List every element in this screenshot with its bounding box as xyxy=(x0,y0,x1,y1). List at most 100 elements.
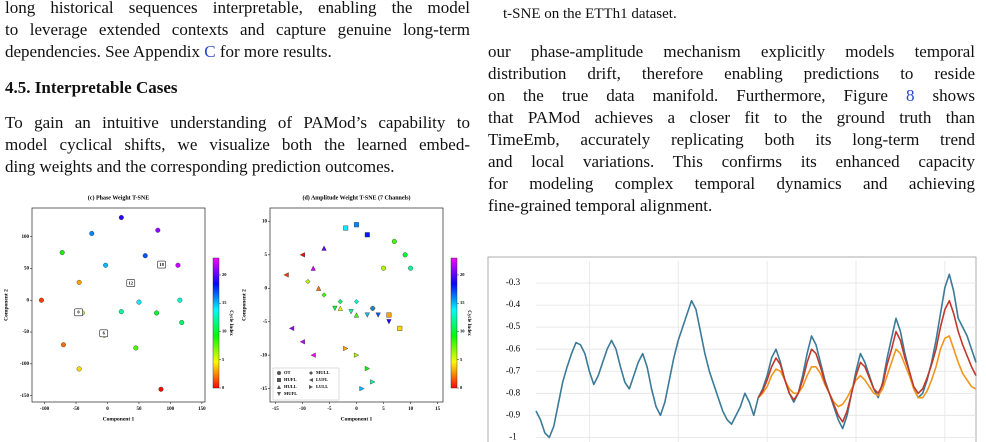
point xyxy=(89,230,95,236)
x-tick-label: -5 xyxy=(327,407,332,412)
plot-frame xyxy=(31,207,206,403)
point xyxy=(310,265,316,271)
x-tick-label: 15 xyxy=(435,407,441,412)
point xyxy=(38,297,44,303)
colorbar-tick-label: 15 xyxy=(222,300,227,305)
point xyxy=(375,312,381,318)
point xyxy=(353,312,360,318)
point xyxy=(370,305,376,311)
colorbar-tick-label: 15 xyxy=(460,300,465,305)
annotation-label: 6 xyxy=(103,331,106,336)
x-axis-label: Component 1 xyxy=(341,416,373,422)
colorbar-tick-label: 5 xyxy=(460,357,463,362)
point xyxy=(76,366,82,372)
point xyxy=(118,215,124,221)
point xyxy=(103,262,109,268)
figure-caption: t-SNE on the ETTh1 dataset. xyxy=(503,6,677,22)
x-axis-label: Component 1 xyxy=(103,416,135,422)
text-line: ding weights and the corresponding predi… xyxy=(5,157,395,176)
point xyxy=(316,285,322,291)
y-tick-label: -0.5 xyxy=(506,321,521,331)
point xyxy=(381,265,387,271)
y-tick-label: -0.6 xyxy=(506,343,521,353)
point xyxy=(321,245,327,251)
point xyxy=(175,262,181,268)
point xyxy=(354,222,359,228)
point xyxy=(155,227,161,233)
text-segment: for more results. xyxy=(215,42,332,61)
point xyxy=(142,253,148,259)
point xyxy=(353,299,360,305)
prediction-figure: -0.3 -0.4 -0.5 -0.6 -0.7 -0.8 -0.9 -1 xyxy=(487,256,977,442)
colorbar-tick-label: 20 xyxy=(460,272,465,277)
legend-label: LULL xyxy=(316,384,328,389)
point xyxy=(364,312,370,318)
legend-marker xyxy=(277,385,281,389)
x-tick-label: -10 xyxy=(299,407,306,412)
x-tick-label: -100 xyxy=(40,407,50,412)
point xyxy=(386,312,392,318)
colorbar xyxy=(212,257,220,389)
y-tick-label: 0 xyxy=(265,286,268,291)
point xyxy=(386,319,392,325)
reference-link[interactable]: C xyxy=(204,42,216,61)
y-tick-label: 0 xyxy=(27,298,30,303)
point xyxy=(299,339,305,345)
text-segment: shows xyxy=(914,86,975,105)
amplitude-tsne-figure: (d) Amplitude Weight T-SNE (7 Channels) -… xyxy=(241,194,471,422)
colorbar-tick-label: 0 xyxy=(222,385,225,390)
text-line: model cyclical shifts, we visualize both… xyxy=(5,135,470,154)
legend-label: MUFL xyxy=(284,391,297,396)
y-axis-label: Component 2 xyxy=(241,289,247,321)
y-tick-label: -0.7 xyxy=(506,365,521,375)
point xyxy=(133,345,139,351)
point xyxy=(402,252,408,258)
point xyxy=(337,305,343,311)
point xyxy=(154,310,160,316)
text-line: for modeling complex temporal dynamics a… xyxy=(488,174,975,193)
colorbar-tick-label: 5 xyxy=(222,357,225,362)
colorbar-tick-label: 10 xyxy=(460,329,465,334)
text-segment: dependencies. See Appendix xyxy=(5,42,205,61)
point xyxy=(299,252,305,258)
x-tick-label: 150 xyxy=(198,407,206,412)
colorbar-tick-label: 10 xyxy=(222,329,227,334)
legend-marker xyxy=(277,371,281,375)
point xyxy=(179,319,185,325)
series-line xyxy=(535,273,977,439)
point xyxy=(364,232,370,238)
y-tick-label: -150 xyxy=(20,394,30,399)
point xyxy=(76,279,82,285)
point xyxy=(364,365,371,372)
point xyxy=(158,386,164,392)
chart-title: (c) Phase Weight T-SNE xyxy=(88,194,149,201)
annotation-box xyxy=(74,308,83,317)
point xyxy=(343,225,349,231)
text-line: long historical sequences interpretable,… xyxy=(5,0,470,17)
x-tick-label: 10 xyxy=(408,407,414,412)
text-line: TimeEmb, accurately replicating both its… xyxy=(488,130,975,149)
y-tick-label: 100 xyxy=(22,235,30,240)
text-line: To gain an intuitive understanding of PA… xyxy=(5,113,470,132)
point xyxy=(332,305,338,312)
series-line xyxy=(757,299,977,423)
point xyxy=(177,297,183,303)
x-tick-label: 5 xyxy=(382,407,385,412)
x-tick-label: 50 xyxy=(136,407,142,412)
colorbar-tick-label: 0 xyxy=(460,385,463,390)
point xyxy=(288,325,295,332)
colorbar-label: Cycle Index xyxy=(228,310,233,336)
y-tick-label: -1 xyxy=(509,431,517,441)
colorbar-label: Cycle Index xyxy=(466,310,471,336)
text-line: that PAMod achieves a closer fit to the … xyxy=(488,108,975,127)
x-tick-label: -50 xyxy=(73,407,80,412)
point xyxy=(397,325,403,331)
reference-link[interactable]: 8 xyxy=(905,86,915,105)
y-axis-label: Component 2 xyxy=(3,289,9,321)
point xyxy=(354,352,360,358)
annotation-label: 18 xyxy=(159,262,164,267)
legend-label: HULL xyxy=(284,384,297,389)
y-tick-label: -15 xyxy=(260,387,267,392)
point xyxy=(370,379,376,385)
